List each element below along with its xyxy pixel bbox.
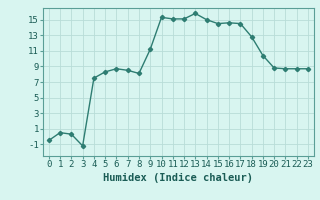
X-axis label: Humidex (Indice chaleur): Humidex (Indice chaleur): [103, 173, 253, 183]
